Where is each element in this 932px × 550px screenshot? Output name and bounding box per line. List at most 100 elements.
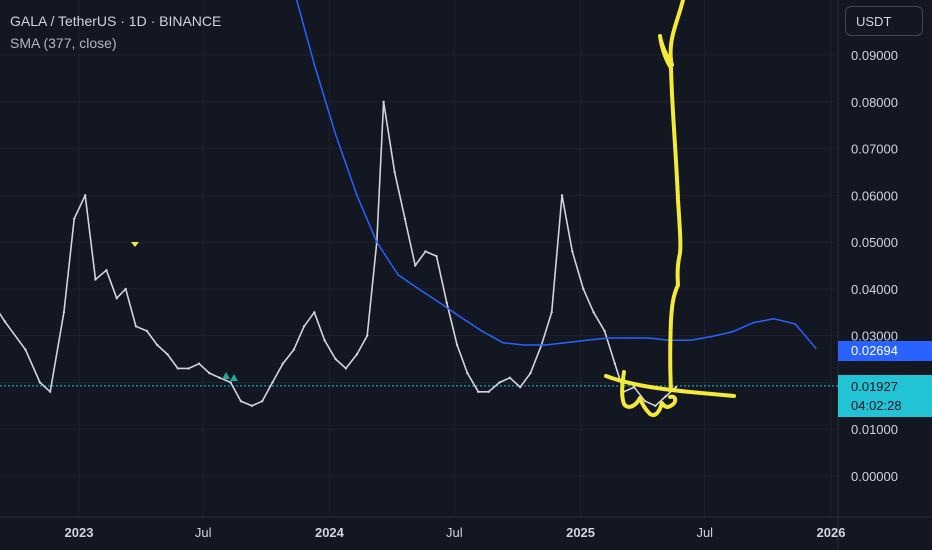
price-point [643, 399, 647, 403]
sma-point [334, 133, 337, 136]
last-price-tag: 0.01927 04:02:28 [838, 375, 932, 417]
sma-point [417, 288, 420, 290]
price-tick-label: 0.08000 [851, 95, 898, 110]
sma-point [752, 321, 755, 324]
price-point [571, 250, 574, 253]
price-point [302, 325, 306, 328]
currency-button[interactable]: USDT [845, 6, 923, 36]
price-point [134, 325, 138, 328]
sma-price-tag: 0.02694 [838, 341, 932, 361]
price-point [145, 329, 149, 333]
price-point [83, 194, 87, 197]
price-point [250, 404, 254, 408]
price-point [187, 367, 190, 370]
sma-point [794, 323, 797, 325]
time-tick-label: Jul [446, 525, 463, 540]
price-tick-label: 0.06000 [851, 188, 898, 203]
price-point [592, 311, 595, 314]
sma-point [480, 330, 483, 332]
price-tick-label: 0.04000 [851, 282, 898, 297]
price-point [38, 381, 42, 384]
bar-countdown: 04:02:28 [851, 398, 902, 413]
price-point [603, 329, 606, 333]
price-tick-label: 0.07000 [851, 142, 898, 157]
price-point [292, 348, 295, 351]
price-tick-label: 0.00000 [851, 469, 898, 484]
sma-point [689, 339, 692, 342]
freehand-vertical-stroke[interactable] [658, 0, 685, 392]
price-point [529, 371, 532, 375]
price-tick-label: 0.05000 [851, 235, 898, 250]
sma-point [564, 341, 567, 344]
price-point [166, 353, 169, 356]
split-marker-icon[interactable] [222, 372, 230, 379]
freehand-drawing[interactable] [604, 0, 736, 417]
sma-point [647, 337, 650, 339]
price-point [124, 287, 127, 291]
sma-point [397, 274, 399, 276]
sma-point [626, 337, 629, 339]
sma-value: 0.02694 [851, 343, 898, 358]
indicator-title[interactable]: SMA (377, close) [10, 35, 117, 51]
price-axis[interactable]: 0.000000.010000.020000.030000.040000.050… [851, 48, 898, 484]
price-point [197, 362, 201, 365]
price-point [393, 170, 396, 174]
price-point [560, 194, 564, 197]
time-tick-label: Jul [696, 525, 713, 540]
sma-point [375, 241, 378, 243]
price-point [229, 381, 232, 384]
time-tick-label: 2025 [566, 525, 595, 540]
price-point [403, 217, 407, 220]
freehand-squiggle[interactable] [620, 370, 678, 417]
time-tick-label: 2026 [817, 525, 846, 540]
price-point [424, 250, 427, 253]
freehand-horizontal-stroke[interactable] [604, 374, 736, 398]
sma-point [544, 344, 546, 346]
price-point [218, 376, 221, 379]
price-point [62, 311, 66, 314]
chart-legend: GALA / TetherUS · 1D · BINANCE SMA (377,… [10, 10, 221, 54]
price-point [24, 348, 27, 351]
price-point [344, 367, 348, 370]
price-point [365, 334, 369, 337]
sma-point [439, 302, 441, 304]
price-point [3, 320, 7, 323]
symbol-title[interactable]: GALA / TetherUS · 1D · BINANCE [10, 13, 222, 29]
price-point [323, 339, 326, 342]
price-point [435, 254, 438, 258]
price-series [0, 100, 678, 408]
sma-point [313, 63, 316, 66]
sma-point [459, 316, 462, 318]
time-tick-label: 2023 [65, 525, 94, 540]
price-point [674, 385, 678, 389]
price-point [613, 362, 617, 365]
price-point [518, 385, 522, 389]
grid-lines [0, 0, 838, 517]
price-point [48, 390, 52, 393]
sma-point [522, 344, 525, 346]
price-point [508, 376, 512, 379]
price-point [550, 311, 553, 314]
price-point [355, 353, 359, 356]
price-point [260, 399, 264, 403]
sma-point [773, 318, 775, 320]
time-axis[interactable]: 2023 Jul 2024 Jul 2025 Jul 2026 [65, 525, 846, 540]
split-marker-icon[interactable] [230, 374, 238, 381]
price-point [582, 287, 585, 291]
price-point [654, 404, 657, 408]
sma-line [295, 0, 817, 349]
price-point [632, 385, 636, 389]
sma-point [585, 339, 588, 342]
price-point [466, 371, 469, 375]
sma-point [731, 331, 733, 333]
price-point [445, 301, 448, 305]
series-layer [0, 0, 817, 408]
time-tick-label: 2024 [315, 525, 345, 540]
dividend-marker-icon[interactable] [131, 242, 139, 247]
price-point [455, 343, 459, 347]
price-point [156, 343, 159, 347]
sma-point [815, 347, 817, 350]
price-point [334, 357, 337, 361]
price-point [487, 390, 490, 393]
